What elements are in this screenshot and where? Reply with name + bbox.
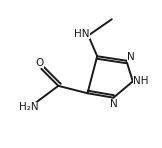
Text: H₂N: H₂N xyxy=(19,102,39,112)
Text: HN: HN xyxy=(74,29,90,39)
Text: O: O xyxy=(36,58,44,68)
Text: NH: NH xyxy=(133,76,149,86)
Text: N: N xyxy=(127,52,135,62)
Text: N: N xyxy=(110,99,118,109)
